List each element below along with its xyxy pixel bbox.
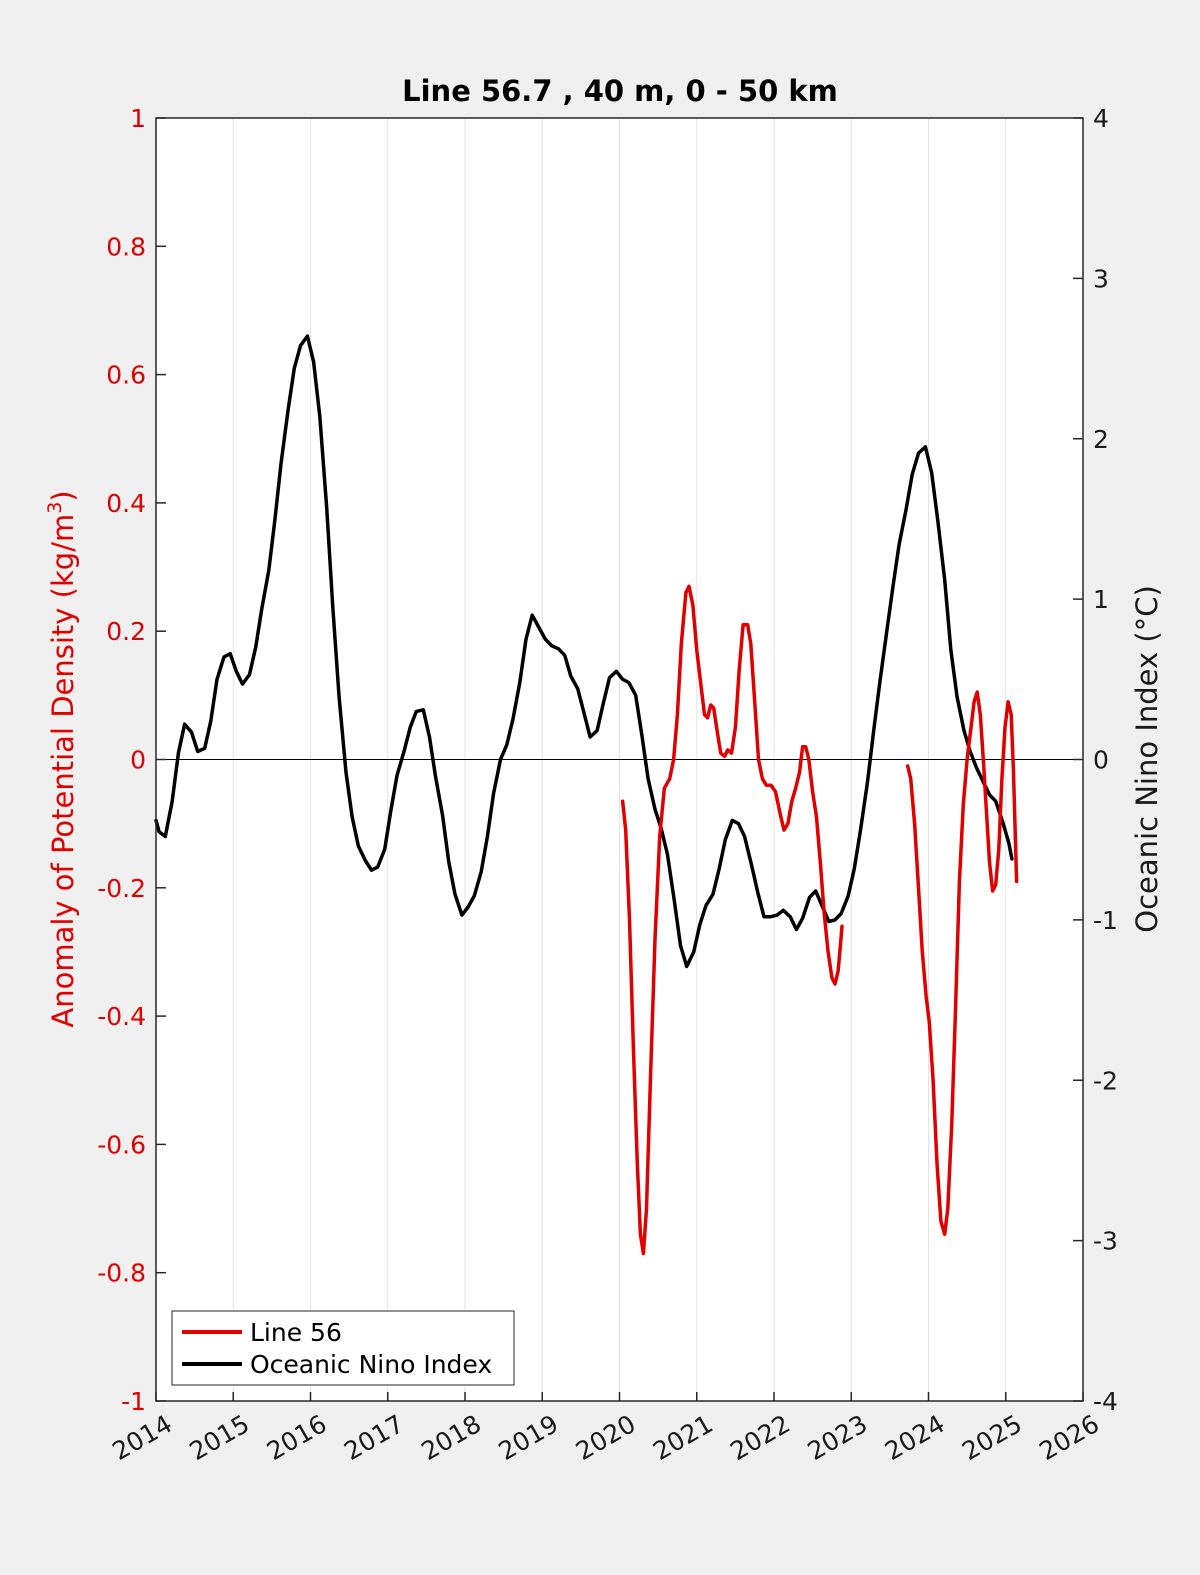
right-tick-label: 0: [1093, 746, 1109, 775]
x-tick-label: 2017: [339, 1409, 409, 1466]
chart-title: Line 56.7 , 40 m, 0 - 50 km: [402, 74, 838, 108]
x-tick-label: 2015: [185, 1409, 255, 1466]
x-tick-label: 2026: [1034, 1409, 1104, 1466]
x-axis-ticks: 2014 2015 2016 2017 2018 2019 2020 2021 2022 2023…: [107, 1392, 1104, 1466]
left-tick-label: -0.8: [97, 1259, 146, 1288]
legend-oni-label: Oceanic Nino Index: [250, 1350, 492, 1379]
x-tick-label: 2019: [494, 1409, 564, 1466]
legend: Line 56 Oceanic Nino Index: [171, 1310, 515, 1386]
x-tick-label: 2016: [262, 1409, 332, 1466]
left-axis-ticks: -1 -0.8 -0.6 -0.4 -0.2 0 0.2 0.4 0.6 0.8 1: [97, 104, 166, 1416]
left-tick-label: 0.8: [106, 232, 146, 261]
series-line56-segment-2: [905, 690, 1019, 1236]
right-tick-label: -3: [1093, 1227, 1118, 1256]
right-tick-label: 1: [1093, 585, 1109, 614]
x-tick-label: 2018: [416, 1409, 486, 1466]
left-tick-label: -0.6: [97, 1130, 146, 1159]
right-tick-label: -2: [1093, 1066, 1118, 1095]
left-tick-label: 0.2: [106, 617, 146, 646]
left-tick-label: 0.6: [106, 361, 146, 390]
left-tick-label: 0.4: [106, 489, 146, 518]
series-oceanic-nino-index-line: [154, 334, 1014, 969]
right-tick-label: -4: [1093, 1387, 1118, 1416]
legend-line56-label: Line 56: [250, 1318, 342, 1347]
right-tick-label: 4: [1093, 104, 1109, 133]
x-tick-label: 2021: [648, 1409, 718, 1466]
x-tick-label: 2014: [107, 1409, 177, 1466]
x-tick-label: 2024: [880, 1409, 950, 1466]
left-tick-label: 1: [130, 104, 146, 133]
series-layer: [154, 334, 1019, 1256]
series-line56-segment-1: [620, 584, 844, 1256]
left-tick-label: 0: [130, 746, 146, 775]
right-axis-label: Oceanic Nino Index (°C): [1130, 585, 1164, 933]
left-axis-label: Anomaly of Potential Density (kg/m3): [44, 490, 80, 1027]
right-tick-label: 2: [1093, 425, 1109, 454]
left-tick-label: -0.2: [97, 874, 146, 903]
left-tick-label: -0.4: [97, 1002, 146, 1031]
right-tick-label: 3: [1093, 264, 1109, 293]
x-tick-label: 2020: [571, 1409, 641, 1466]
x-tick-label: 2025: [957, 1409, 1027, 1466]
left-tick-label: -1: [121, 1387, 146, 1416]
x-tick-label: 2023: [803, 1409, 873, 1466]
right-axis-ticks: -4 -3 -2 -1 0 1 2 3 4: [1073, 104, 1118, 1416]
x-tick-label: 2022: [725, 1409, 795, 1466]
right-tick-label: -1: [1093, 906, 1118, 935]
legend-box: [171, 1310, 515, 1386]
